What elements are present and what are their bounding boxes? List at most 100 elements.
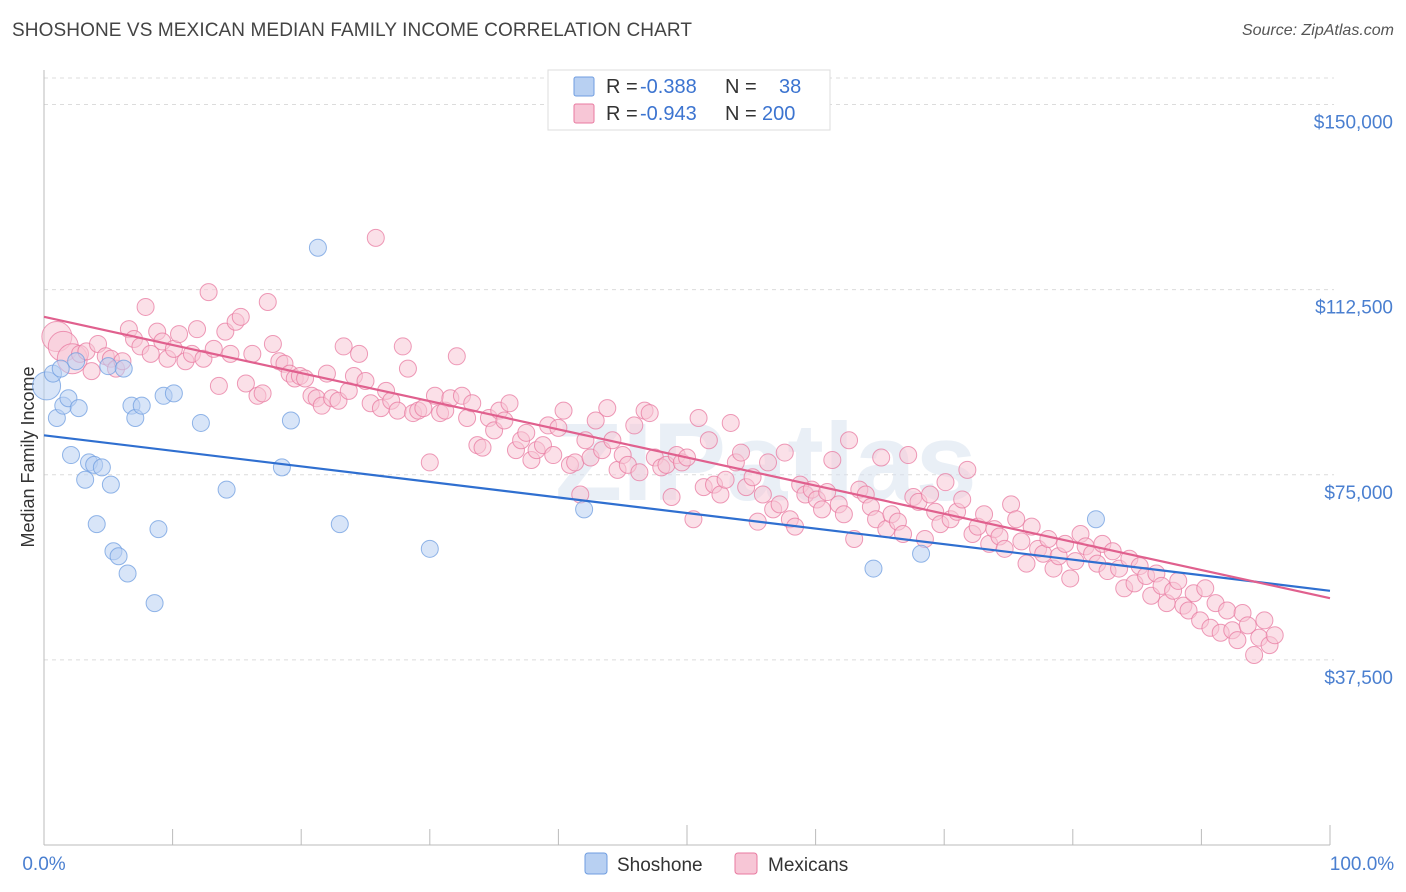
- mexicans-point: [243, 344, 262, 363]
- mexicans-point: [566, 453, 585, 472]
- mexicans-point: [1179, 601, 1198, 620]
- legend-n-value-shoshone: 38: [779, 76, 801, 98]
- mexicans-point: [1007, 510, 1026, 529]
- mexicans-point: [1012, 532, 1031, 551]
- mexicans-point: [258, 293, 277, 312]
- mexicans-point: [640, 404, 659, 423]
- shoshone-point: [217, 480, 236, 499]
- x-tick-label-max: 100.0%: [1330, 854, 1395, 875]
- mexicans-point: [263, 334, 282, 353]
- mexicans-point: [689, 409, 708, 428]
- mexicans-point: [753, 485, 772, 504]
- mexicans-point: [915, 529, 934, 548]
- legend-r-value-shoshone: -0.388: [640, 76, 697, 98]
- bottom-legend-swatch-mexicans: [734, 852, 758, 875]
- mexicans-point: [1238, 616, 1257, 635]
- shoshone-trend-line: [43, 434, 1331, 592]
- y-axis-label: Median Family Income: [18, 366, 38, 547]
- shoshone-point: [87, 515, 106, 534]
- y-tick-label: $37,500: [1324, 668, 1393, 689]
- shoshone-point: [281, 411, 300, 430]
- shoshone-point: [191, 413, 210, 432]
- mexicans-point: [1169, 571, 1188, 590]
- mexicans-point: [1245, 645, 1264, 664]
- shoshone-point: [272, 458, 291, 477]
- mexicans-point: [716, 470, 735, 489]
- mexicans-point: [770, 495, 789, 514]
- legend-n-label-shoshone: N =: [725, 76, 757, 98]
- mexicans-point: [1255, 611, 1274, 630]
- mexicans-point: [1061, 569, 1080, 588]
- mexicans-point: [699, 431, 718, 450]
- mexicans-points: [41, 228, 1284, 664]
- shoshone-point: [51, 359, 70, 378]
- shoshone-point: [67, 352, 86, 371]
- legend-n-value-mexicans: 200: [762, 103, 795, 125]
- y-tick-label: $75,000: [1324, 483, 1393, 504]
- mexicans-point: [393, 337, 412, 356]
- y-tick-label: $112,500: [1315, 298, 1393, 319]
- legend-n-label-mexicans: N =: [725, 103, 757, 125]
- bottom-legend-label-mexicans: Mexicans: [768, 855, 848, 876]
- mexicans-point: [586, 411, 605, 430]
- stats-legend-box: [547, 69, 831, 131]
- bottom-legend-label-shoshone: Shoshone: [617, 855, 703, 876]
- mexicans-trend-line: [43, 315, 1331, 600]
- shoshone-point: [118, 564, 137, 583]
- mexicans-point: [1218, 601, 1237, 620]
- mexicans-point: [958, 460, 977, 479]
- mexicans-point: [544, 446, 563, 465]
- shoshone-point: [308, 238, 327, 257]
- shoshone-point: [145, 594, 164, 613]
- mexicans-point: [899, 446, 918, 465]
- mexicans-point: [350, 344, 369, 363]
- mexicans-point: [447, 347, 466, 366]
- shoshone-point: [912, 544, 931, 563]
- mexicans-point: [554, 401, 573, 420]
- shoshone-point: [62, 446, 81, 465]
- shoshone-point: [575, 500, 594, 519]
- mexicans-point: [1228, 631, 1247, 650]
- mexicans-point: [199, 283, 218, 302]
- shoshone-point: [114, 359, 133, 378]
- shoshone-point: [864, 559, 883, 578]
- mexicans-point: [721, 413, 740, 432]
- mexicans-point: [463, 394, 482, 413]
- x-ticks: [43, 825, 1331, 845]
- mexicans-point: [1017, 554, 1036, 573]
- source-note: Source: ZipAtlas.com: [1241, 22, 1394, 39]
- mexicans-point: [366, 228, 385, 247]
- shoshone-points: [32, 238, 1105, 613]
- mexicans-point: [732, 443, 751, 462]
- shoshone-point: [92, 458, 111, 477]
- mexicans-point: [813, 500, 832, 519]
- mexicans-point: [953, 490, 972, 509]
- mexicans-point: [775, 443, 794, 462]
- mexicans-point: [236, 374, 255, 393]
- mexicans-point: [834, 505, 853, 524]
- series-legend: Shoshone Mexicans: [584, 852, 848, 876]
- mexicans-point: [872, 448, 891, 467]
- mexicans-point: [1265, 626, 1284, 645]
- mexicans-point: [188, 320, 207, 339]
- mexicans-point: [921, 485, 940, 504]
- mexicans-point: [231, 307, 250, 326]
- mexicans-point: [598, 399, 617, 418]
- mexicans-point: [473, 438, 492, 457]
- bottom-legend-swatch-shoshone: [584, 852, 608, 875]
- grid-lines: [44, 77, 1334, 661]
- mexicans-point: [398, 359, 417, 378]
- mexicans-point: [1196, 579, 1215, 598]
- shoshone-point: [330, 515, 349, 534]
- mexicans-point: [141, 344, 160, 363]
- trend-lines: [43, 315, 1331, 600]
- mexicans-point: [936, 473, 955, 492]
- mexicans-point: [420, 453, 439, 472]
- mexicans-point: [209, 376, 228, 395]
- mexicans-point: [334, 337, 353, 356]
- legend-swatch-shoshone: [573, 76, 595, 97]
- y-tick-label: $150,000: [1314, 113, 1393, 134]
- mexicans-point: [136, 297, 155, 316]
- shoshone-point: [132, 396, 151, 415]
- mexicans-point: [82, 362, 101, 381]
